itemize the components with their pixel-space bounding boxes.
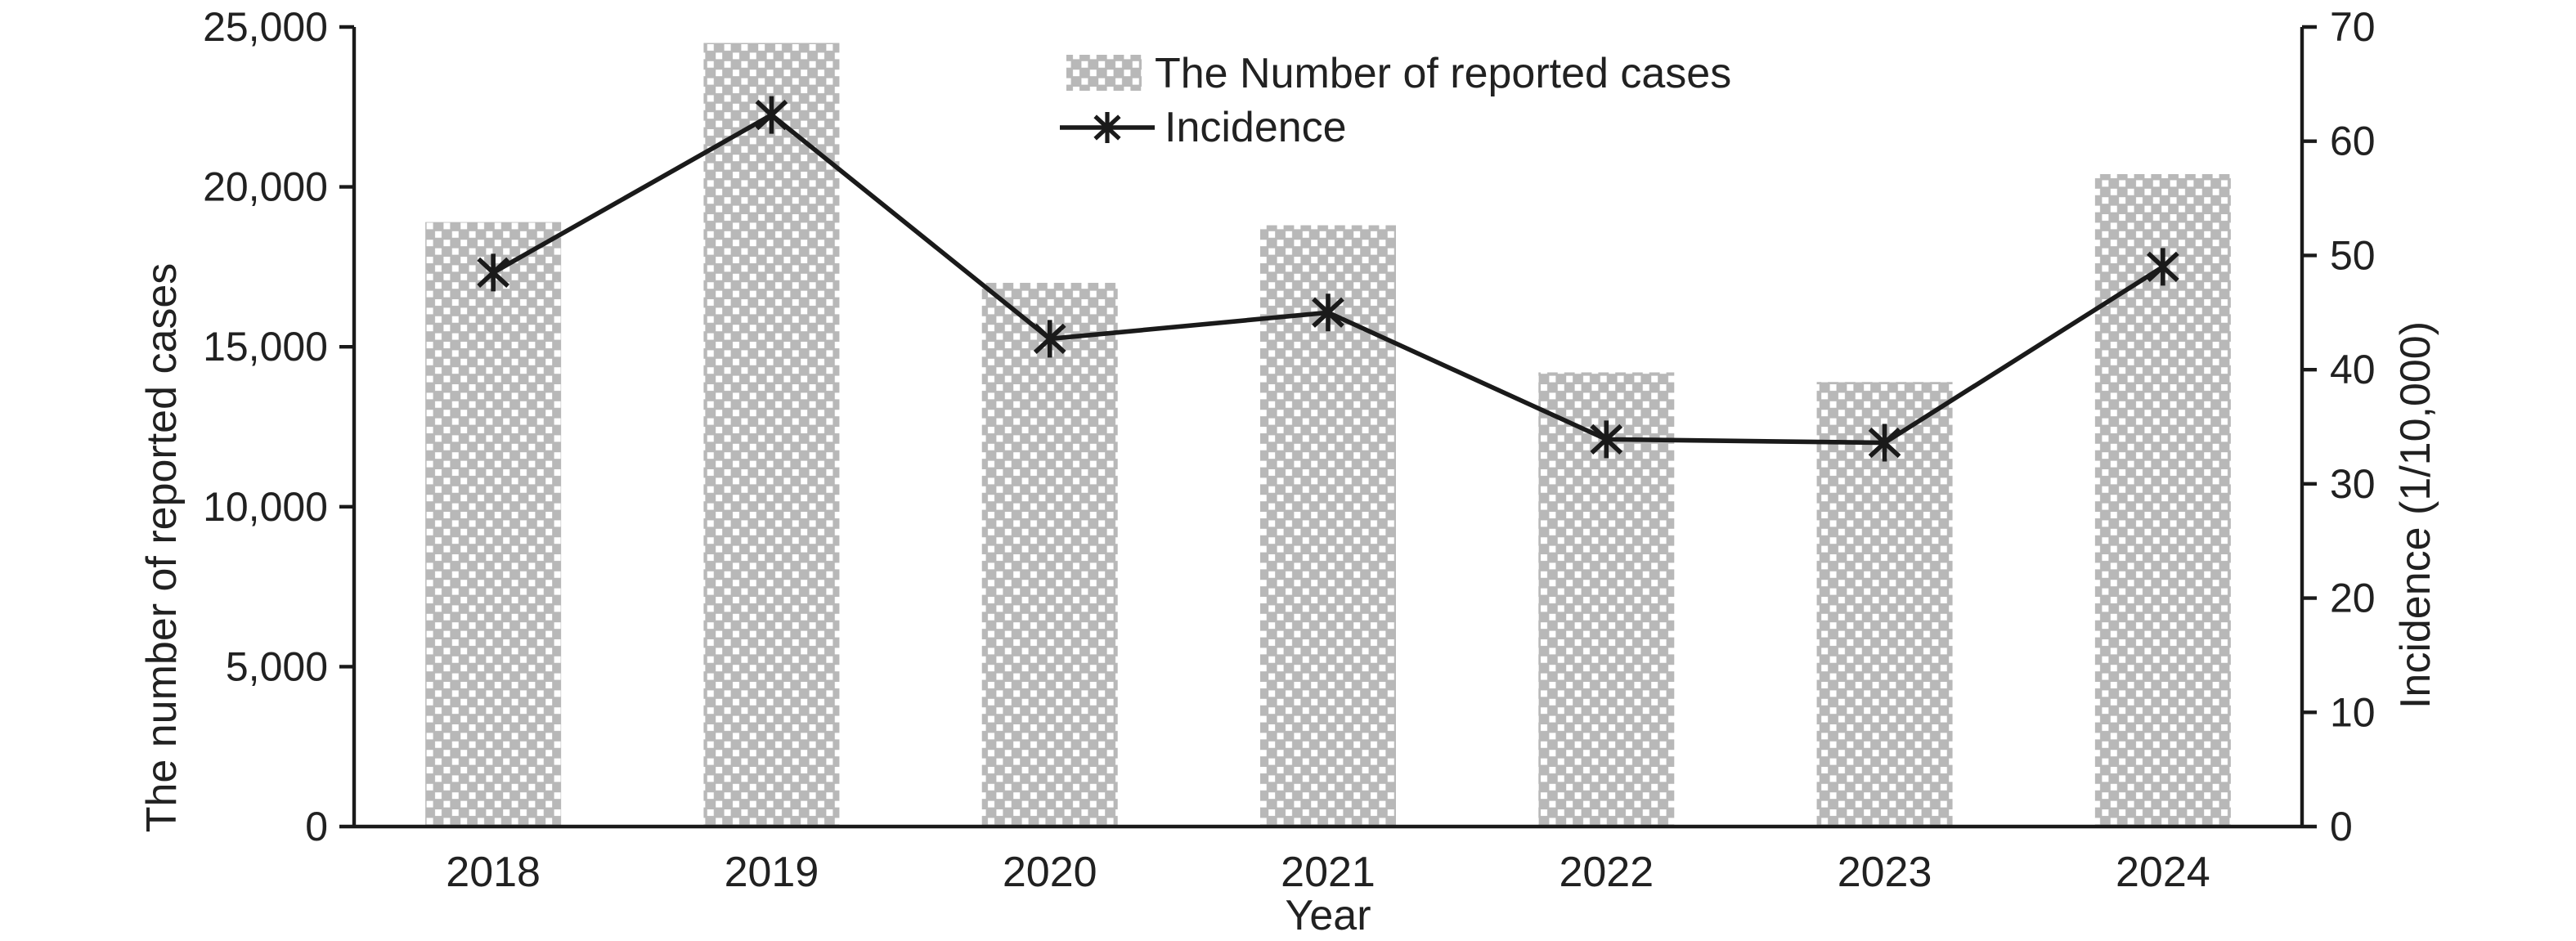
bar-2019 [703,43,840,827]
x-tick-label-2019: 2019 [725,849,819,896]
y-right-tick-label: 50 [2330,232,2376,278]
y-axis-left-title: The number of reported cases [138,263,186,833]
bars-group [425,43,2231,827]
legend-label-cases: The Number of reported cases [1155,50,1731,97]
y-right-tick-label: 30 [2330,461,2376,507]
y-left-tick-label: 20,000 [203,164,328,210]
x-tick-label-2024: 2024 [2116,849,2210,896]
axes-group: 0 5,000 10,000 15,000 20,000 25,000 0 10 20 30 40 5… [203,4,2376,896]
x-tick-label-2023: 2023 [1838,849,1932,896]
y-left-tick-label: 5,000 [226,643,328,689]
legend-label-incidence: Incidence [1165,104,1347,151]
y-left-tick-label: 0 [305,804,328,849]
legend-bar-swatch [1066,55,1142,91]
incidence-marker-2023 [1868,423,1901,462]
x-tick-label-2022: 2022 [1559,849,1654,896]
y-left-tick-label: 15,000 [203,324,328,370]
x-tick-label-2020: 2020 [1003,849,1097,896]
y-right-tick-label: 0 [2330,804,2353,849]
x-tick-label-2018: 2018 [446,849,541,896]
incidence-marker-2019 [755,96,788,134]
legend: The Number of reported cases Incidence [1060,50,1731,151]
y-right-tick-label: 60 [2330,119,2376,164]
x-axis-title: Year [1285,892,1371,939]
bar-2020 [981,282,1118,827]
y-right-tick-label: 10 [2330,689,2376,735]
y-right-tick-label: 70 [2330,4,2376,50]
x-tick-label-2021: 2021 [1281,849,1376,896]
y-left-tick-label: 10,000 [203,484,328,530]
incidence-marker-2020 [1033,320,1066,358]
incidence-marker-2022 [1590,420,1623,459]
y-right-tick-label: 20 [2330,576,2376,621]
y-axis-right-title: Incidence (1/10,000) [2392,321,2439,709]
legend-asterisk-marker [1093,112,1121,143]
y-right-tick-label: 40 [2330,347,2376,392]
incidence-marker-2018 [477,253,509,292]
incidence-marker-2024 [2147,248,2179,286]
bar-2018 [425,222,562,827]
y-left-tick-label: 25,000 [203,4,328,50]
incidence-marker-2021 [1312,294,1344,332]
